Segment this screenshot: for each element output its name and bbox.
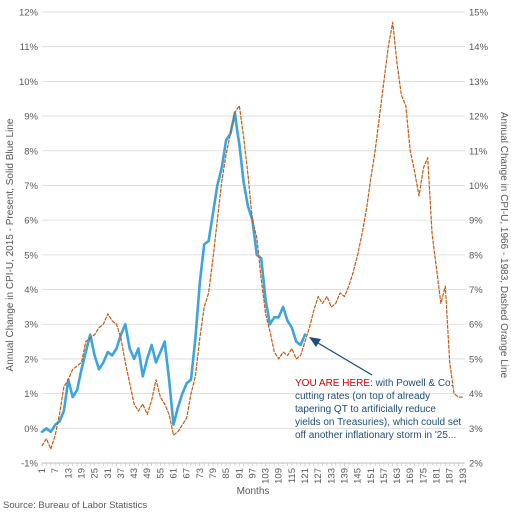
annotation-line-5: off another inflationary storm in '25... [295, 430, 456, 441]
right-axis-ticks: 2% 3% 4% 5% 6% 7% 8% 9% 10% 11% 12% 13% 14% 15% [469, 8, 489, 470]
x-tick-label: 169 [405, 468, 416, 484]
x-tick-label: 145 [353, 468, 364, 484]
left-tick-label: 5% [24, 250, 38, 261]
left-tick-label: 6% [24, 216, 38, 227]
x-tick-label: 25 [90, 468, 101, 479]
right-tick-label: 4% [469, 389, 483, 400]
x-tick-label: 109 [274, 468, 285, 484]
left-tick-label: 1% [24, 389, 38, 400]
left-tick-label: 8% [24, 146, 38, 157]
x-tick-label: 139 [339, 468, 350, 484]
x-tick-label: 175 [418, 468, 429, 484]
x-tick-label: 73 [195, 468, 206, 479]
x-tick-label: 187 [445, 468, 456, 484]
series-line-1966-1983 [41, 21, 464, 450]
plot-frame [41, 462, 465, 466]
left-tick-label: 10% [19, 77, 39, 88]
gridlines [42, 11, 465, 429]
x-tick-label: 91 [234, 468, 245, 479]
x-tick-label: 61 [169, 468, 180, 479]
x-tick-label: 151 [366, 468, 377, 484]
series-layer [40, 21, 464, 450]
right-tick-label: 12% [469, 112, 489, 123]
source-note: Source: Bureau of Labor Statistics [3, 500, 147, 511]
right-tick-label: 11% [469, 146, 488, 157]
left-axis-ticks: -1% 0% 1% 2% 3% 4% 5% 6% 7% 8% 9% 10% 11% 12% [19, 8, 39, 470]
x-tick-label: 157 [379, 468, 390, 484]
x-tick-label: 67 [182, 468, 193, 479]
annotation: YOU ARE HERE: with Powell & Co. cutting … [295, 337, 461, 441]
left-tick-label: 2% [24, 354, 38, 365]
x-tick-label: 133 [326, 468, 337, 484]
x-tick-label: 181 [432, 468, 443, 484]
right-tick-label: 15% [469, 8, 489, 19]
left-tick-label: -1% [21, 459, 38, 470]
x-tick-label: 103 [261, 468, 272, 484]
x-axis-ticks: 1 7 13 19 25 31 37 43 49 55 61 67 73 79 85 91 97 103 109 11… [37, 468, 469, 484]
right-tick-label: 2% [469, 459, 483, 470]
x-tick-label: 13 [63, 468, 74, 479]
left-tick-label: 4% [24, 285, 38, 296]
x-tick-label: 7 [50, 468, 61, 473]
x-axis-title: Months [237, 486, 270, 497]
annotation-line-3: tapering QT to artificially reduce [295, 404, 436, 415]
right-tick-label: 6% [469, 320, 483, 331]
annotation-highlight: YOU ARE HERE: [295, 378, 373, 389]
annotation-line-4: yields on Treasuries), which could set [295, 417, 461, 428]
x-tick-label: 127 [313, 468, 324, 484]
left-axis-title: Annual Change in CPI-U, 2015 - Present, … [5, 118, 16, 371]
left-tick-label: 0% [24, 424, 38, 435]
x-tick-label: 97 [247, 468, 258, 479]
right-tick-label: 10% [469, 181, 489, 192]
x-tick-label: 55 [155, 468, 166, 479]
right-tick-label: 3% [469, 424, 483, 435]
annotation-arrow [317, 342, 373, 376]
annotation-line-2: cutting rates (on top of already [295, 391, 430, 402]
right-tick-label: 14% [469, 42, 489, 53]
left-tick-label: 11% [20, 42, 39, 53]
x-tick-label: 19 [76, 468, 87, 479]
x-tick-label: 163 [392, 468, 403, 484]
right-tick-label: 13% [469, 77, 489, 88]
x-tick-label: 79 [208, 468, 219, 479]
x-tick-label: 1 [37, 468, 48, 473]
x-tick-label: 49 [142, 468, 153, 479]
x-tick-label: 115 [287, 468, 298, 483]
x-tick-label: 121 [300, 468, 311, 484]
annotation-line-1-rest: with Powell & Co. [373, 378, 454, 389]
x-tick-label: 85 [221, 468, 232, 479]
left-tick-label: 12% [19, 8, 39, 19]
right-tick-label: 7% [469, 285, 483, 296]
annotation-arrowhead [309, 337, 321, 347]
left-tick-label: 7% [24, 181, 38, 192]
x-tick-label: 43 [129, 468, 140, 479]
x-tick-label: 31 [103, 468, 114, 479]
x-tick-label: 37 [116, 468, 127, 479]
annotation-line-1: YOU ARE HERE: with Powell & Co. [295, 378, 453, 389]
left-tick-label: 3% [24, 320, 38, 331]
right-tick-label: 5% [469, 354, 483, 365]
right-tick-label: 8% [469, 250, 483, 261]
left-tick-label: 9% [24, 112, 38, 123]
x-tick-label: 193 [458, 468, 469, 484]
right-axis-title: Annual Change in CPI-U, 1966 - 1983, Das… [498, 112, 509, 379]
right-tick-label: 9% [469, 216, 483, 227]
series-line-2015-present [40, 111, 307, 434]
